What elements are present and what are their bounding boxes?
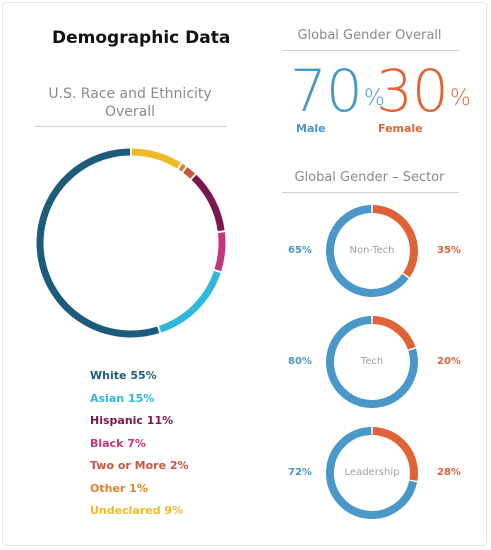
legend-item-undeclared: Undeclared 9%: [90, 503, 189, 526]
race-slice-other: [178, 163, 186, 172]
tech-female-slice: [372, 316, 416, 350]
race-slice-asian: [158, 270, 221, 333]
global-overall-title: Global Gender Overall: [297, 28, 442, 43]
race-slice-two-or-more: [183, 167, 195, 179]
tech-male-slice: [326, 316, 418, 408]
legend-label: Asian: [90, 391, 125, 405]
leadership-male-slice: [326, 427, 418, 519]
race-slice-undeclared: [131, 148, 181, 169]
legend-value: 11%: [146, 414, 174, 427]
race-slice-hispanic: [191, 174, 225, 232]
legend-label: Two or More: [90, 459, 167, 472]
race-chart-title: U.S. Race and Ethnicity Overall: [35, 85, 225, 121]
male-overall-value: 70%: [290, 57, 385, 125]
leadership-female-pct: 28%: [437, 467, 461, 478]
legend-label: Black: [90, 436, 124, 450]
leadership-female-slice: [372, 427, 418, 481]
female-overall-number: 30: [376, 57, 449, 125]
legend-label: White: [90, 369, 127, 382]
legend-label: Hispanic: [90, 414, 143, 427]
legend-item-black: Black 7%: [90, 436, 189, 459]
leadership-male-pct: 72%: [288, 467, 312, 478]
race-chart-title-line1: U.S. Race and Ethnicity: [48, 86, 212, 102]
legend-value: 7%: [127, 436, 146, 450]
female-overall-unit: %: [449, 86, 471, 111]
sector-title: Global Gender – Sector: [294, 170, 445, 185]
tech-female-pct: 20%: [437, 356, 461, 367]
legend-value: 2%: [169, 459, 189, 472]
legend-value: 55%: [130, 369, 157, 382]
legend-item-hispanic: Hispanic 11%: [90, 413, 189, 436]
legend-item-other: Other 1%: [90, 481, 189, 504]
non-tech-female-slice: [372, 205, 418, 278]
legend-item-two-or-more: Two or More 2%: [90, 458, 189, 481]
legend-item-white: White 55%: [90, 368, 189, 391]
legend-item-asian: Asian 15%: [90, 391, 189, 414]
race-slice-white: [36, 148, 160, 338]
tech-label: Tech: [360, 356, 384, 367]
sector-title-divider: [282, 192, 459, 193]
male-overall-number: 70: [290, 57, 363, 125]
page-title: Demographic Data: [52, 28, 231, 48]
female-label: Female: [378, 122, 423, 135]
race-slice-black: [214, 232, 226, 272]
non-tech-male-pct: 65%: [288, 245, 312, 256]
race-chart-title-line2: Overall: [104, 104, 156, 120]
male-overall-unit: %: [363, 86, 385, 111]
male-label: Male: [296, 122, 326, 135]
infographic-frame: [2, 2, 487, 546]
legend-label: Undeclared: [90, 504, 161, 517]
leadership-label: Leadership: [344, 467, 400, 478]
tech-male-pct: 80%: [288, 356, 312, 367]
non-tech-male-slice: [326, 205, 409, 297]
legend-value: 1%: [129, 481, 148, 495]
legend-label: Other: [90, 481, 126, 495]
non-tech-label: Non-Tech: [349, 245, 395, 256]
race-title-divider: [35, 126, 227, 127]
female-overall-value: 30%: [376, 57, 471, 125]
legend-value: 15%: [127, 391, 155, 405]
race-legend: White 55% Asian 15% Hispanic 11% Black 7…: [90, 368, 189, 526]
legend-value: 9%: [164, 504, 184, 517]
global-overall-divider: [282, 50, 459, 51]
non-tech-female-pct: 35%: [437, 245, 461, 256]
